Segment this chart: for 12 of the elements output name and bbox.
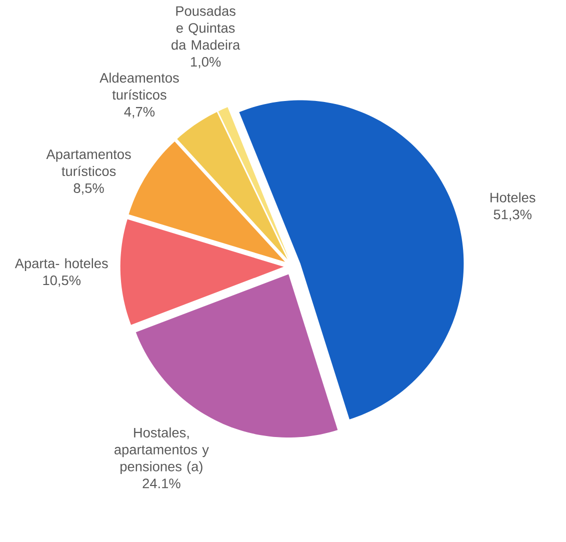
data-label: 4,7% [124,107,155,118]
data-label: 51,3% [494,210,532,222]
slice-label: Pousadas e Quintas da Madeira [172,6,240,50]
slice-label: Hostales, apartamentos y pensiones (a) [114,428,209,474]
data-label: 1,0% [191,57,221,69]
slice-label: Hoteles [490,192,536,203]
data-label: 8,5% [74,184,104,195]
slice-label: Apartamentos turísticos [46,150,131,176]
slice-label: Aldeamentos turísticos [100,72,179,100]
slice-label: Aparta- hoteles [14,258,108,272]
data-label: 24.1% [142,478,180,488]
data-label: 10,5% [43,276,81,288]
